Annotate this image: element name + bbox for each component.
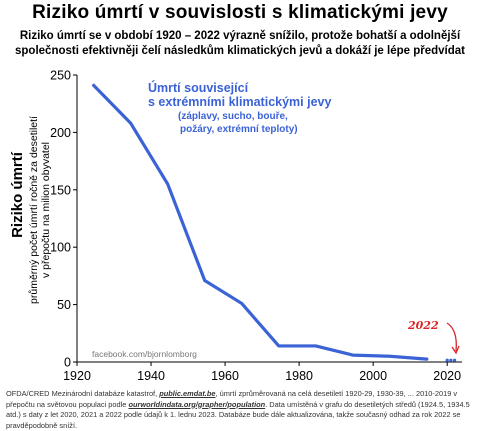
x-tick-label: 2020 (433, 369, 461, 383)
data-point (203, 279, 206, 282)
y-tick-label: 200 (50, 126, 71, 140)
data-point (314, 344, 317, 348)
source-link-owid[interactable]: ourworldindata.org/grapher/population (128, 399, 266, 409)
legend-line-2: s extrémními klimatickými jevy (148, 95, 331, 109)
y-tick-label: 250 (50, 69, 71, 83)
data-point (388, 355, 392, 358)
source-text-1: OFDA/CRED Mezinárodní databáze katastrof… (6, 389, 160, 398)
x-tick-label: 1960 (211, 369, 239, 383)
y-tick-label: 150 (50, 183, 71, 197)
data-point (240, 302, 243, 305)
watermark: facebook.com/bjornlomborg (92, 349, 197, 359)
data-point (277, 344, 280, 348)
data-point (351, 353, 354, 357)
source-text-3: . Data umístěná v grafu do desetiletých … (6, 399, 470, 430)
data-point-recent (445, 358, 449, 362)
source-text-2: , úmrtí zprůměrovaná na celá desetiletí … (6, 389, 458, 409)
data-point (166, 182, 169, 186)
y-tick-label: 0 (64, 356, 71, 370)
legend-line-1: Úmrtí související (148, 80, 249, 95)
y-axis-subtitle-2: v přepočtu na milion obyvatel (40, 142, 52, 278)
source-link-emdat[interactable]: public.emdat.be (159, 389, 216, 398)
data-point (129, 122, 132, 125)
data-point (425, 357, 429, 361)
data-point (92, 84, 95, 87)
chart-title: Riziko úmrtí v souvislosti s klimatickým… (32, 2, 448, 23)
source-note: OFDA/CRED Mezinárodní databáze katastrof… (6, 389, 476, 431)
subtitle-line-2: společnosti efektivněji čelí následkům k… (15, 45, 465, 57)
annotation-arrow (446, 322, 457, 352)
annotation-arrowhead (451, 345, 460, 355)
y-tick-label: 50 (57, 298, 71, 312)
x-tick-label: 1980 (285, 369, 313, 383)
x-tick-label: 1920 (63, 369, 91, 383)
x-tick-label: 2000 (359, 369, 387, 383)
subtitle-line-1: Riziko úmrtí se v období 1920 – 2022 výr… (19, 30, 461, 42)
legend-line-3: (záplavy, sucho, bouře, (178, 111, 288, 122)
legend-line-4: požáry, extrémní teploty) (180, 124, 298, 135)
y-axis-subtitle-1: průměrný počet úmrtí ročně za desetiletí (28, 116, 40, 304)
series-line-deaths (92, 83, 429, 361)
y-tick-label: 100 (50, 241, 71, 255)
annotation-2022: 2022 (407, 319, 439, 332)
x-tick-label: 1940 (137, 369, 165, 383)
chart-subtitle: Riziko úmrtí se v období 1920 – 2022 výr… (0, 29, 480, 59)
y-axis-title: Riziko úmrtí (9, 151, 26, 238)
data-point-recent (449, 358, 453, 362)
line-chart: 0 50 100 150 200 250 1920 1940 1960 1980 2000 2020 R… (9, 69, 462, 383)
data-point-recent (452, 358, 457, 362)
